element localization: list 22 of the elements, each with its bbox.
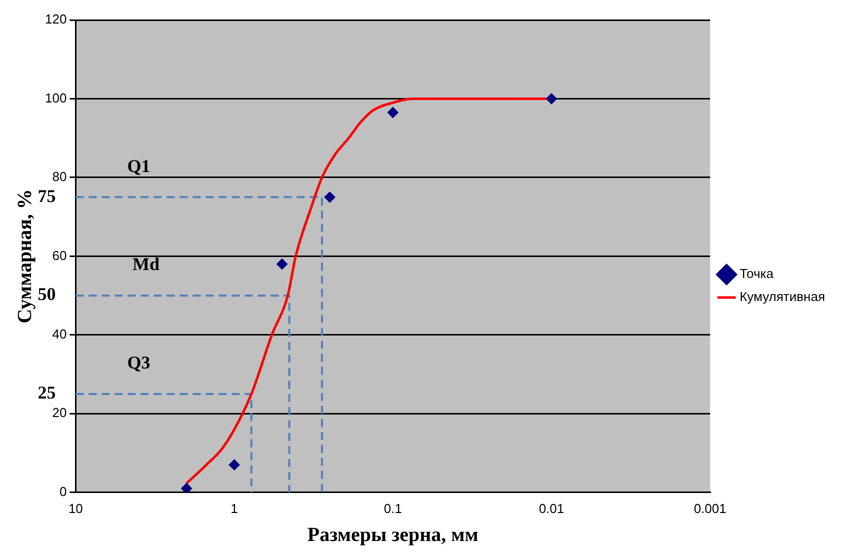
annotation: 25 xyxy=(38,382,56,403)
x-tick-label: 0.001 xyxy=(694,500,726,516)
legend-label: Точка xyxy=(740,266,774,282)
y-tick-label: 80 xyxy=(52,169,67,184)
x-tick-label: 0.01 xyxy=(538,500,564,516)
y-axis-title: Суммарная, % xyxy=(14,189,36,324)
legend-label: Кумулятивная xyxy=(740,289,825,304)
y-tick-label: 40 xyxy=(52,326,67,342)
annotation: Md xyxy=(132,254,160,274)
x-tick-label: 1 xyxy=(230,500,238,516)
annotation: 50 xyxy=(38,284,56,304)
y-tick-label: 60 xyxy=(52,248,67,263)
annotation: Q3 xyxy=(127,352,150,373)
annotation: Q1 xyxy=(127,156,150,176)
x-axis-title: Размеры зерна, мм xyxy=(307,524,478,546)
y-tick-label: 0 xyxy=(59,484,67,499)
y-tick-label: 20 xyxy=(52,405,67,420)
y-tick-label: 100 xyxy=(44,90,67,106)
x-tick-label: 0.1 xyxy=(384,500,402,516)
y-tick-label: 120 xyxy=(44,12,67,27)
x-tick-label: 10 xyxy=(68,500,83,516)
annotation: 75 xyxy=(38,186,56,206)
